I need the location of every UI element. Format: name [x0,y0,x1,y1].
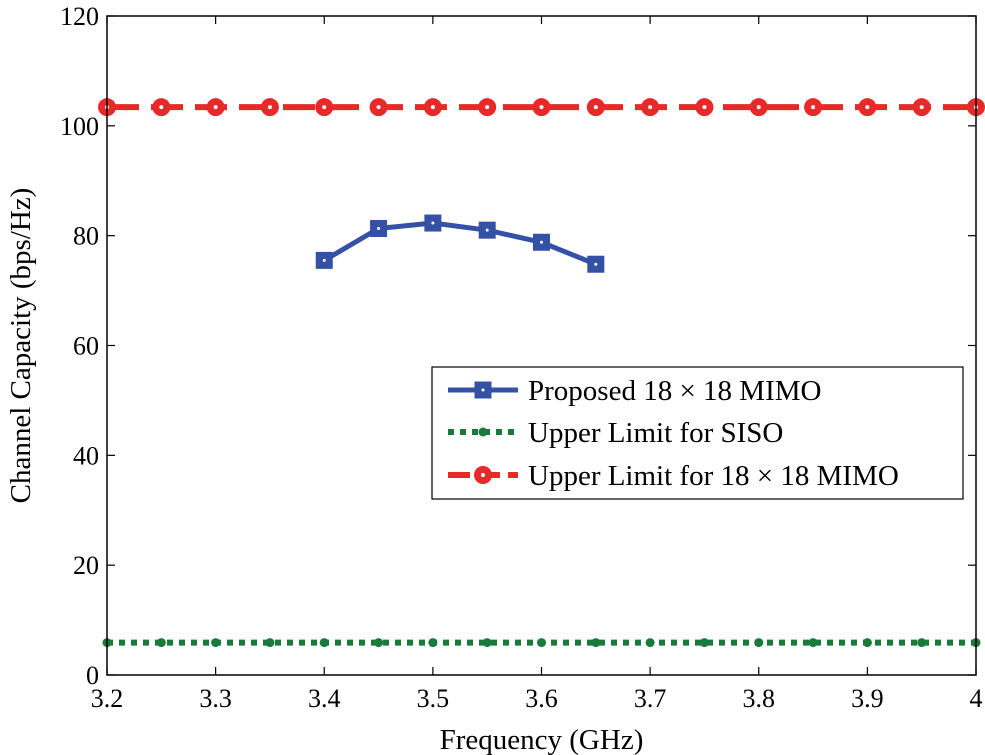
series-2 [98,98,985,117]
data-point-2-center [485,105,490,110]
legend-entry-proposed: Proposed 18 × 18 MIMO [448,375,821,407]
y-tick-label: 0 [86,661,99,690]
data-point-0-center [431,221,435,225]
y-tick-label: 60 [73,332,99,361]
data-point-1 [428,638,438,648]
data-point-1 [211,638,221,648]
data-point-2-center [213,105,218,110]
legend-label-proposed: Proposed 18 × 18 MIMO [528,375,821,407]
y-tick-label: 100 [60,112,99,141]
legend-box [431,366,964,500]
legend-label-siso: Upper Limit for SISO [528,417,783,449]
data-point-1 [591,638,601,648]
data-point-1 [319,638,329,648]
data-point-0-center [322,258,326,262]
data-point-1 [265,638,275,648]
data-point-2-center [539,105,544,110]
x-tick-label: 3.5 [417,684,450,713]
data-point-1 [537,638,546,648]
y-tick-label: 80 [73,222,99,251]
x-tick-label: 3.3 [199,684,232,713]
data-point-2-center [593,105,598,110]
y-axis-label: Channel Capacity (bps/Hz) [5,188,37,504]
series-line-0 [322,220,597,267]
data-point-0-center [540,240,543,244]
y-tick-label: 20 [73,551,99,580]
data-point-1 [862,638,872,648]
data-point-2-center [702,105,707,110]
legend-entry-mimo-limit: Upper Limit for 18 × 18 MIMO [448,460,899,492]
legend-label-mimo-limit: Upper Limit for 18 × 18 MIMO [528,460,899,492]
data-point-0-center [485,228,489,232]
data-point-2-center [267,105,272,110]
x-tick-label: 3.2 [91,684,124,713]
data-point-1 [645,638,655,648]
x-tick-label: 3.6 [525,684,558,713]
data-point-1 [754,638,764,648]
data-point-1 [917,638,927,648]
x-tick-label: 3.8 [743,684,776,713]
legend-marker-0-center [481,388,485,392]
data-point-1 [808,638,818,648]
data-point-1 [699,638,709,648]
x-tick-label: 4 [970,684,983,713]
x-tick-label: 3.7 [634,684,667,713]
legend: Proposed 18 × 18 MIMO Upper Limit for SI… [431,366,964,500]
data-point-0-center [377,227,381,231]
y-tick-label: 40 [73,441,99,470]
data-point-0-center [594,262,598,266]
data-point-1 [482,638,492,648]
data-point-2-center [376,105,381,110]
data-point-2-center [322,105,327,110]
data-point-1 [374,638,384,648]
x-tick-label: 3.9 [851,684,884,713]
series-1 [102,638,981,648]
x-axis-label: Frequency (GHz) [440,724,644,755]
x-tick-label: 3.4 [308,684,341,713]
y-tick-label: 120 [60,2,99,31]
data-point-2-center [648,105,653,110]
legend-marker-1 [478,427,488,437]
legend-entry-siso: Upper Limit for SISO [448,417,783,449]
data-point-1 [156,638,166,648]
data-point-2-center [865,105,870,110]
data-point-2-center [811,105,816,110]
data-point-2-center [919,105,924,110]
data-point-2-center [430,105,435,110]
data-point-2-center [159,105,164,110]
data-point-2-center [756,105,761,110]
legend-marker-2-center [481,473,485,477]
series-0 [315,214,605,273]
